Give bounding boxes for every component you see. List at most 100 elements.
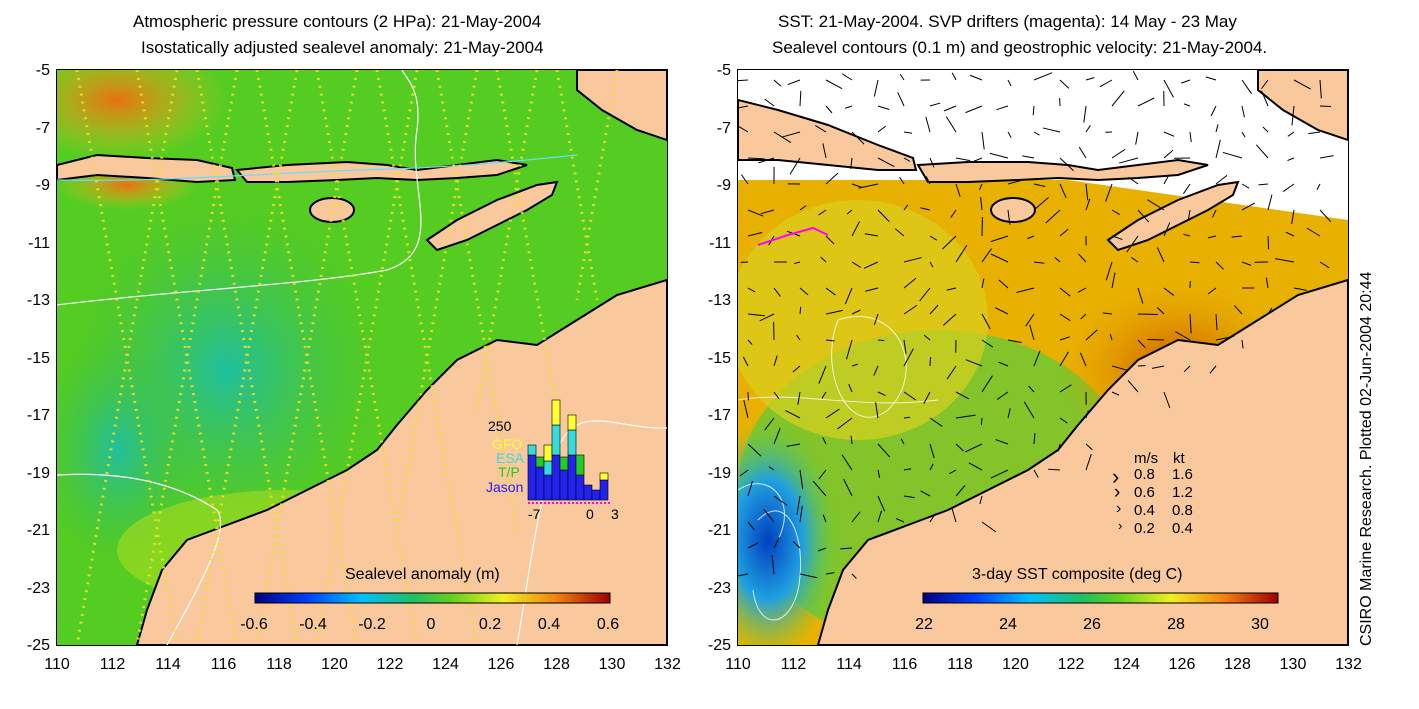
inset-ymax-label: 250 [488,418,512,434]
velocity-arrow [1085,410,1089,419]
colorbar-tick-label: 0.6 [596,616,620,633]
y-tick-label: -17 [26,407,50,424]
x-tick-label: 110 [725,656,751,673]
x-tick-label: 112 [99,656,126,673]
velocity-arrow [929,304,939,315]
velocity-arrow [950,209,957,218]
velocity-arrow [1316,183,1321,190]
velocity-arrow [877,125,887,133]
velocity-arrow [1262,126,1269,133]
velocity-arrow [1210,105,1217,117]
velocity-arrow [846,209,853,215]
velocity-arrow [825,287,836,296]
velocity-arrow [825,408,840,419]
velocity-arrow [1215,313,1218,331]
velocity-arrow [1282,183,1295,192]
velocity-arrow [773,287,781,297]
inset-xtick-0: -7 [528,506,541,522]
velocity-arrow [1306,287,1321,294]
velocity-arrow [955,414,976,419]
velocity-arrow [1027,235,1035,240]
velocity-arrow [1111,90,1125,107]
velocity-arrow [799,573,818,579]
velocity-arrow [1215,139,1221,159]
velocity-arrow [1007,131,1012,138]
velocity-arrow [1319,155,1334,159]
velocity-arrow [825,105,833,114]
velocity-arrow [851,511,861,523]
velocity-arrow [1059,79,1070,89]
velocity-arrow [799,306,802,315]
velocity-arrow [760,209,775,215]
velocity-arrow [771,555,775,575]
left-pressure-contour-4 [57,154,578,181]
velocity-arrow [929,443,935,459]
velocity-arrow [875,402,879,419]
velocity-arrow [877,339,885,342]
y-tick-label: -15 [707,349,731,367]
velocity-arrow [1111,365,1129,372]
velocity-arrow [1131,257,1139,263]
x-tick-label: 132 [1335,656,1362,673]
velocity-arrow [895,518,905,523]
velocity-arrow [1215,174,1228,185]
velocity-arrow [1163,176,1169,185]
speed-legend-kt: 1.6 [1172,466,1193,483]
velocity-arrow [1189,313,1192,334]
velocity-arrow [1261,79,1269,90]
velocity-arrow [946,365,957,380]
velocity-arrow [1163,287,1175,296]
velocity-arrow [818,209,827,216]
velocity-arrow [1231,235,1243,238]
velocity-arrow [1147,199,1165,211]
velocity-arrow [1042,127,1061,133]
velocity-arrow [1308,131,1321,135]
left-pressure-contour-1 [57,70,422,306]
velocity-arrow [1182,183,1191,195]
velocity-arrow [873,79,879,97]
velocity-arrow [738,125,749,133]
velocity-arrow [1022,155,1035,159]
velocity-arrow [925,176,931,185]
velocity-arrow [1029,324,1035,341]
velocity-arrow [1111,148,1126,159]
colorbar-tick-label: 0 [426,616,436,633]
inset-xtick-1: 0 [586,506,594,522]
velocity-arrow [955,183,961,197]
velocity-arrow [818,469,827,480]
x-tick-label: 116 [210,656,237,673]
velocity-arrow [979,495,983,505]
left-panel-frame [56,69,668,646]
velocity-arrow [1222,151,1243,159]
right-panel-frame [737,69,1349,646]
velocity-arrow [955,391,969,400]
velocity-arrow [1048,468,1061,471]
x-tick-label: 120 [1002,656,1029,673]
x-tick-label: 114 [155,656,181,673]
velocity-arrow [995,439,1009,445]
velocity-arrow [990,469,1009,479]
velocity-arrow [929,417,943,427]
velocity-arrow [1007,180,1021,185]
velocity-arrow [764,417,775,431]
left-northern-land [576,70,667,142]
y-tick-label: -23 [707,579,731,597]
x-tick-label: 132 [654,656,681,673]
velocity-arrow [799,505,803,523]
velocity-arrow [920,490,931,497]
speed-legend-ms: 0.8 [1134,466,1155,483]
y-tick-label: -15 [26,349,50,367]
right-northern-land [1257,70,1348,142]
velocity-arrow [980,197,983,211]
velocity-arrow [903,257,922,263]
velocity-arrow [1156,307,1165,315]
velocity-arrow [747,443,762,457]
velocity-arrow [929,513,936,523]
velocity-arrow [1319,209,1332,223]
speed-legend-kt: 0.4 [1172,520,1193,537]
x-tick-label: 124 [1113,656,1140,673]
velocity-arrow [1189,261,1200,264]
velocity-arrow [740,174,749,185]
y-tick-label: -5 [35,62,50,79]
right-sumba-island [990,197,1036,223]
